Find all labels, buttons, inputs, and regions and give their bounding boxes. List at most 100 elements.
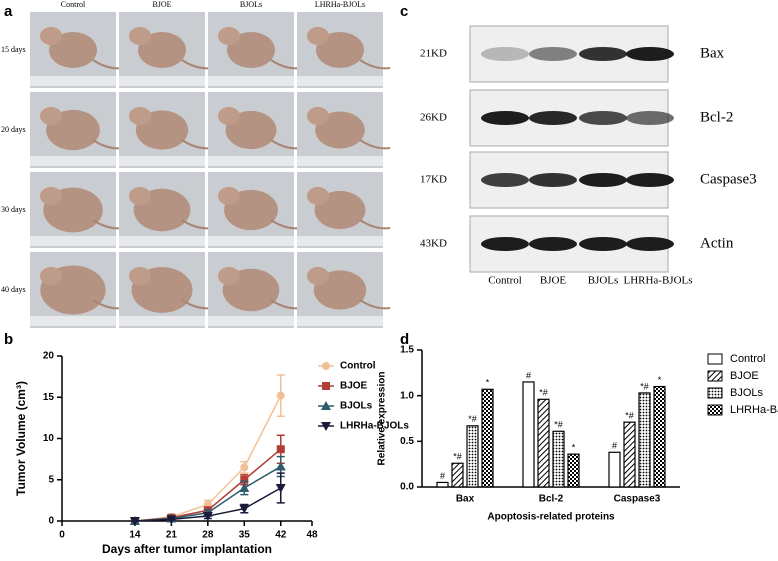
column-header: LHRHa-BJOLs [315,0,365,9]
mouse-head [40,107,62,125]
mouse-head [307,267,329,285]
mouse-head [218,107,240,125]
mouse-head [307,187,329,205]
x-axis-title: Apoptosis-related proteins [487,512,615,523]
ruler [30,316,116,326]
marker [322,362,330,370]
x-tick-label: Bcl-2 [539,494,564,505]
bar-annotation: *# [468,414,477,424]
x-tick-label: Caspase3 [614,494,661,505]
y-tick-label: 15 [43,392,55,403]
x-axis-title: Days after tumor implantation [102,542,272,556]
blot-band [481,47,529,61]
bar [552,430,565,488]
bar [451,462,464,488]
x-tick-label: 42 [275,530,287,541]
lane-label: LHRHa-BJOLs [623,275,692,287]
blot-band [529,47,577,61]
mouse-tail [359,299,391,310]
blot-band [626,237,674,251]
blot-band [579,111,627,125]
mouse-tail [359,139,391,150]
marker [202,512,213,522]
blot-band [579,237,627,251]
bar [567,453,580,488]
mouse-head [40,187,62,205]
ruler [119,236,205,246]
mouse-head [307,27,329,45]
size-label: 21KD [420,48,447,60]
legend-label: Control [730,353,765,365]
bar-annotation: * [572,442,576,452]
legend-label: BJOLs [340,401,373,412]
marker [276,445,285,454]
mouse-head [307,107,329,125]
ruler [30,156,116,166]
bar-annotation: # [612,441,617,451]
y-axis-title: Tumor Volume (cm³) [14,381,28,496]
bar-annotation: * [658,375,662,385]
size-label: 26KD [420,112,447,124]
blot-band [529,111,577,125]
panel-label: a [4,3,13,20]
legend-swatch [707,370,723,382]
legend-label: BJOLs [730,387,764,399]
bar [466,425,479,488]
marker [239,483,250,492]
column-header: BJOE [152,0,171,9]
row-label: 30 days [1,205,26,214]
bar-annotation: *# [554,420,563,430]
bar [481,388,494,488]
mouse-head [129,27,151,45]
bar-annotation: *# [625,411,634,421]
y-tick-label: 0 [48,516,54,527]
y-tick-label: 0.5 [400,436,414,447]
mouse-tail [359,59,391,70]
legend-swatch [707,353,723,365]
protein-label: Caspase3 [700,171,757,187]
mouse-body [138,32,186,68]
bar [436,481,449,488]
marker [239,504,250,514]
y-tick-label: 10 [43,433,55,444]
lane-label: BJOLs [588,275,619,287]
bar [522,381,535,488]
mouse-head [129,267,151,285]
mouse-head [218,187,240,205]
y-axis-title: Relative expression [377,372,388,466]
panel-label: c [400,3,408,20]
legend-label: BJOE [340,381,368,392]
bar [623,421,636,488]
row-label: 40 days [1,285,26,294]
ruler [208,236,294,246]
marker [240,463,249,472]
x-tick-label: 14 [129,530,141,541]
marker [166,515,177,525]
mouse-body [315,111,365,149]
ruler [119,76,205,86]
legend-label: LHRHa-BJOLs [340,421,409,432]
blot-band [579,173,627,187]
panel-label: d [400,331,409,348]
bar-annotation: # [440,471,445,481]
blot-band [626,173,674,187]
blot-band [579,47,627,61]
ruler [30,76,116,86]
mouse-body [49,32,97,68]
blot-band [529,173,577,187]
blot-band [529,237,577,251]
ruler [208,316,294,326]
legend-swatch [707,404,723,416]
row-label: 20 days [1,125,26,134]
marker [321,422,331,431]
x-tick-label: 21 [166,530,178,541]
ruler [208,156,294,166]
legend-swatch [707,387,723,399]
x-tick-label: 35 [239,530,251,541]
mouse-head [40,27,62,45]
marker [275,484,286,493]
x-tick-label: Bax [456,494,475,505]
bar [608,451,621,488]
bar-annotation: # [526,370,531,380]
